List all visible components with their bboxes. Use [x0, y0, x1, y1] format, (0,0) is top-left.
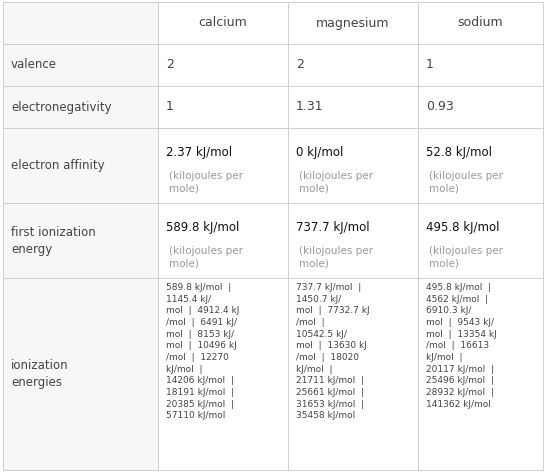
Bar [418, 2, 543, 44]
Bar [3, 128, 158, 203]
Text: electron affinity: electron affinity [11, 159, 105, 172]
Bar [3, 203, 158, 278]
Bar [418, 128, 543, 203]
Bar [158, 44, 288, 86]
Text: 52.8 kJ/mol: 52.8 kJ/mol [426, 146, 492, 159]
Bar [3, 278, 158, 470]
Bar [288, 86, 418, 128]
Bar [418, 203, 543, 278]
Text: electronegativity: electronegativity [11, 101, 111, 113]
Text: 2: 2 [166, 59, 174, 71]
Text: 589.8 kJ/mol: 589.8 kJ/mol [166, 221, 239, 234]
Text: 1.31: 1.31 [296, 101, 324, 113]
Text: valence: valence [11, 59, 57, 71]
Bar [158, 278, 288, 470]
Text: (kilojoules per
mole): (kilojoules per mole) [429, 171, 503, 193]
Bar [288, 44, 418, 86]
Bar [288, 203, 418, 278]
Text: (kilojoules per
mole): (kilojoules per mole) [429, 246, 503, 268]
Bar [158, 86, 288, 128]
Bar [158, 2, 288, 44]
Bar [158, 203, 288, 278]
Text: 2.37 kJ/mol: 2.37 kJ/mol [166, 146, 232, 159]
Text: sodium: sodium [458, 17, 503, 29]
Text: 737.7 kJ/mol  |
1450.7 kJ/
mol  |  7732.7 kJ
/mol  |
10542.5 kJ/
mol  |  13630 k: 737.7 kJ/mol | 1450.7 kJ/ mol | 7732.7 k… [296, 283, 370, 420]
Text: ionization
energies: ionization energies [11, 359, 69, 389]
Bar [288, 2, 418, 44]
Text: 0.93: 0.93 [426, 101, 454, 113]
Text: (kilojoules per
mole): (kilojoules per mole) [299, 171, 373, 193]
Text: first ionization
energy: first ionization energy [11, 226, 96, 255]
Bar [3, 86, 158, 128]
Text: 1: 1 [166, 101, 174, 113]
Bar [158, 128, 288, 203]
Text: 495.8 kJ/mol  |
4562 kJ/mol  |
6910.3 kJ/
mol  |  9543 kJ/
mol  |  13354 kJ
/mol: 495.8 kJ/mol | 4562 kJ/mol | 6910.3 kJ/ … [426, 283, 497, 409]
Text: 0 kJ/mol: 0 kJ/mol [296, 146, 343, 159]
Text: 737.7 kJ/mol: 737.7 kJ/mol [296, 221, 370, 234]
Text: 2: 2 [296, 59, 304, 71]
Bar [288, 128, 418, 203]
Bar [418, 278, 543, 470]
Text: magnesium: magnesium [316, 17, 390, 29]
Text: 495.8 kJ/mol: 495.8 kJ/mol [426, 221, 500, 234]
Text: (kilojoules per
mole): (kilojoules per mole) [299, 246, 373, 268]
Bar [3, 44, 158, 86]
Bar [3, 2, 158, 44]
Text: (kilojoules per
mole): (kilojoules per mole) [169, 171, 243, 193]
Bar [288, 278, 418, 470]
Text: 1: 1 [426, 59, 434, 71]
Text: calcium: calcium [199, 17, 247, 29]
Bar [418, 44, 543, 86]
Bar [418, 86, 543, 128]
Text: 589.8 kJ/mol  |
1145.4 kJ/
mol  |  4912.4 kJ
/mol  |  6491 kJ/
mol  |  8153 kJ/
: 589.8 kJ/mol | 1145.4 kJ/ mol | 4912.4 k… [166, 283, 239, 420]
Text: (kilojoules per
mole): (kilojoules per mole) [169, 246, 243, 268]
